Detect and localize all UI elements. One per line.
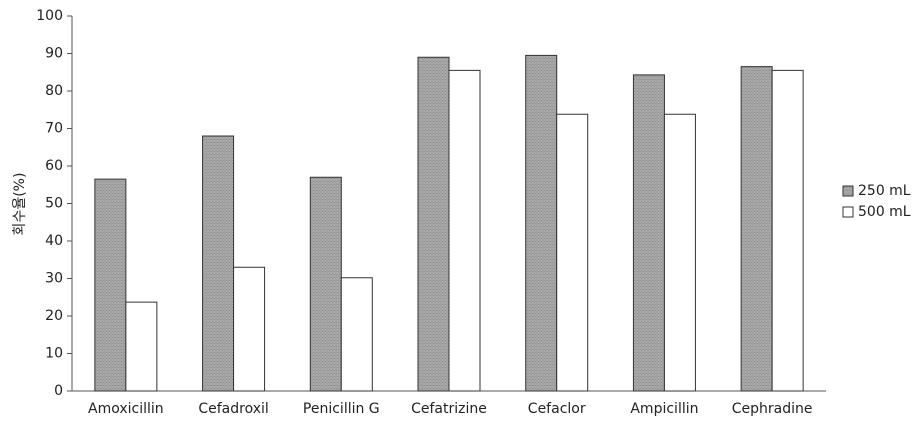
- x-tick-label: Cephradine: [732, 401, 813, 417]
- y-tick-label: 0: [54, 383, 63, 399]
- y-tick-label: 80: [45, 83, 63, 99]
- bar-250ml-cefatrizine: [417, 56, 450, 392]
- bar-500ml-cefaclor: [556, 113, 589, 392]
- x-tick-label: Amoxicillin: [88, 401, 164, 417]
- bar-500ml-ampicillin: [663, 113, 696, 392]
- y-tick-label: 30: [45, 271, 63, 287]
- y-tick-label: 100: [36, 8, 63, 24]
- bar-250ml-amoxicillin: [94, 178, 127, 392]
- x-tick-label: Penicillin G: [303, 401, 380, 417]
- x-tick-label: Cefatrizine: [411, 401, 487, 417]
- legend: 250 mL 500 mL: [842, 183, 911, 220]
- y-axis: 0 10 20 30 40 50 60 70 80 90 100: [36, 8, 73, 399]
- legend-label: 250 mL: [858, 183, 911, 199]
- bar-250ml-cefaclor: [525, 54, 558, 392]
- bar-250ml-cephradine: [740, 66, 773, 392]
- category-labels: Amoxicillin Cefadroxil Penicillin G Cefatri…: [88, 401, 812, 417]
- y-tick-label: 10: [45, 346, 63, 362]
- bar-500ml-cefadroxil: [233, 266, 266, 392]
- legend-swatch: [842, 185, 854, 197]
- bar-500ml-amoxicillin: [125, 301, 158, 392]
- y-tick-label: 60: [45, 158, 63, 174]
- x-tick-label: Ampicillin: [630, 401, 698, 417]
- legend-swatch: [842, 206, 854, 218]
- bar-250ml-ampicillin: [632, 74, 665, 392]
- x-tick-label: Cefaclor: [528, 401, 586, 417]
- x-tick-label: Cefadroxil: [198, 401, 268, 417]
- bar-500ml-cefatrizine: [448, 69, 481, 392]
- legend-label: 500 mL: [858, 204, 911, 220]
- bar-250ml-cefadroxil: [202, 135, 235, 392]
- y-tick-label: 90: [45, 46, 63, 62]
- y-tick-label: 50: [45, 196, 63, 212]
- bar-500ml-cephradine: [771, 69, 804, 392]
- bar-250ml-penicillin-g: [309, 176, 342, 392]
- y-tick-label: 40: [45, 233, 63, 249]
- y-tick-label: 70: [45, 121, 63, 137]
- y-axis-title: 회수율(%): [12, 173, 28, 236]
- bars: [94, 54, 804, 392]
- bar-500ml-penicillin-g: [340, 277, 373, 392]
- y-tick-label: 20: [45, 308, 63, 324]
